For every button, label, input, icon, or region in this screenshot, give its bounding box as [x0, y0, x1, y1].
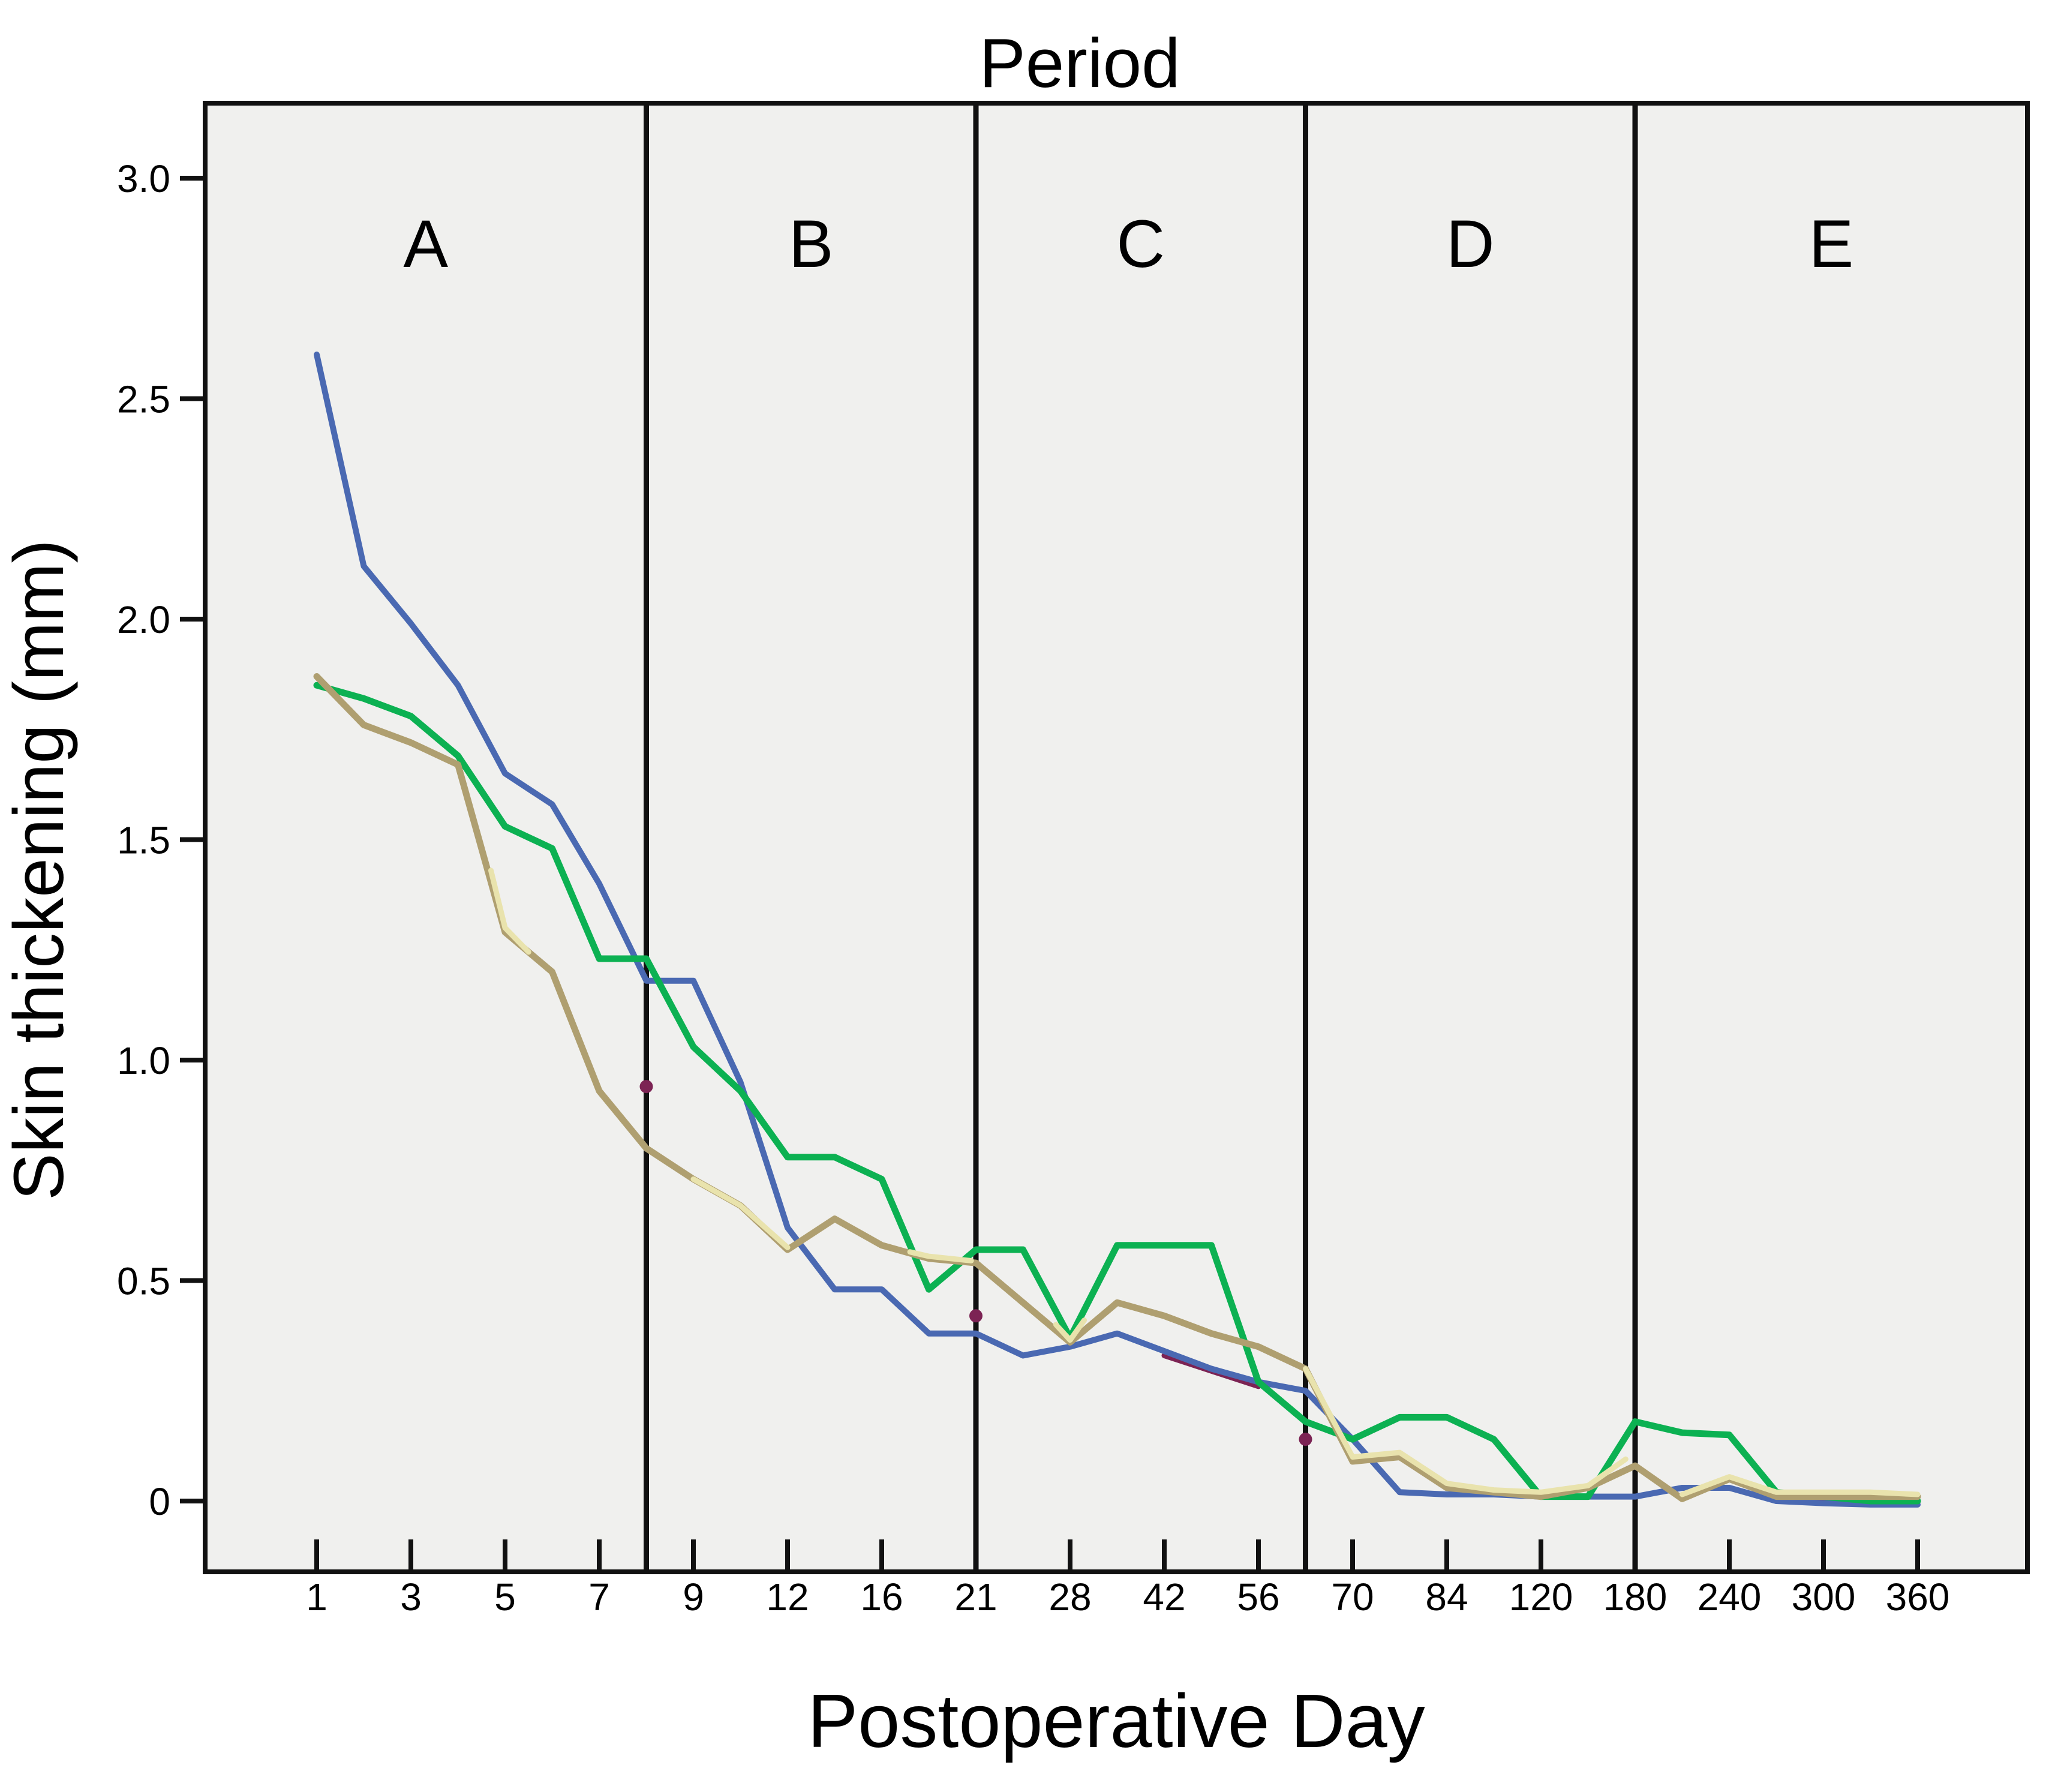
series-line-blue	[314, 352, 1921, 1508]
plot-area: 0 0.5 1.0 1.5 2.0 2.5 3.0 1 3 5 7 9 12 16 21 28 42 56 70 84…	[117, 101, 2030, 1619]
x-tick-label: 240	[1698, 1575, 1762, 1619]
period-label-C: C	[1116, 206, 1165, 281]
chart-title: Period	[979, 24, 1180, 102]
y-tick-label: 0	[149, 1480, 170, 1523]
x-tick-label: 180	[1603, 1575, 1668, 1619]
y-tick-label: 3.0	[117, 157, 170, 200]
x-tick-label: 12	[766, 1575, 809, 1619]
x-tick-label: 16	[860, 1575, 903, 1619]
series-segment-pale-yellow	[1680, 1474, 1921, 1497]
period-label-E: E	[1809, 206, 1854, 281]
x-tick-label: 21	[954, 1575, 997, 1619]
x-axis-label: Postoperative Day	[807, 1679, 1425, 1763]
series-line-tan	[313, 673, 1921, 1502]
x-tick-label: 9	[683, 1575, 704, 1619]
x-tick-label: 42	[1143, 1575, 1185, 1619]
series-mark-maroon	[639, 1080, 653, 1094]
x-tick-label: 7	[588, 1575, 610, 1619]
x-tick-label: 5	[494, 1575, 516, 1619]
x-tick-label: 56	[1237, 1575, 1279, 1619]
series-mark-maroon	[969, 1309, 983, 1323]
x-tick-label: 1	[306, 1575, 328, 1619]
series-segment-pale-yellow	[1053, 1317, 1087, 1343]
series-segment-pale-yellow	[907, 1249, 974, 1263]
x-tick-label: 84	[1425, 1575, 1468, 1619]
x-tick-label: 3	[400, 1575, 422, 1619]
x-tick-label: 28	[1048, 1575, 1091, 1619]
x-tick-label: 120	[1509, 1575, 1573, 1619]
x-tick-label: 300	[1792, 1575, 1856, 1619]
y-tick-label: 0.5	[117, 1260, 170, 1303]
period-label-A: A	[403, 206, 448, 281]
series-mark-maroon	[1299, 1433, 1312, 1446]
y-tick-label: 2.5	[117, 378, 170, 421]
y-tick-label: 1.5	[117, 819, 170, 862]
y-axis-label: Skin thickening (mm)	[0, 539, 79, 1200]
period-label-D: D	[1446, 206, 1495, 281]
y-tick-label: 1.0	[117, 1039, 170, 1082]
x-tick-label: 70	[1331, 1575, 1374, 1619]
y-tick-label: 2.0	[117, 598, 170, 641]
period-label-B: B	[789, 206, 834, 281]
plot-background	[203, 101, 2030, 1574]
series-line-green	[313, 682, 1921, 1505]
x-tick-label: 360	[1886, 1575, 1950, 1619]
series-segment-pale-yellow	[1303, 1366, 1629, 1495]
series-segment-pale-yellow	[488, 868, 531, 955]
series-segment-pale-yellow	[690, 1176, 791, 1250]
